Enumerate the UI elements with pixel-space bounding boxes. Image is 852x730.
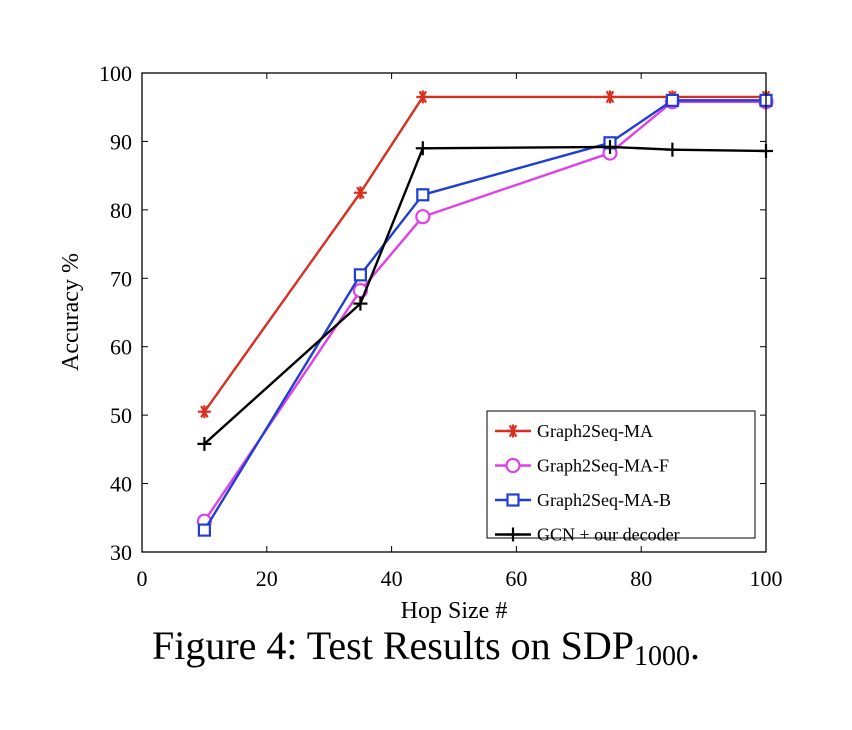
series-graph2seq-ma (197, 90, 773, 419)
data-point-square (416, 188, 430, 202)
legend: Graph2Seq-MA Graph2Seq-MA-F Graph2Seq-MA-B… (486, 410, 756, 545)
caption-text: Figure 4: Test Results on SDP (151, 623, 635, 668)
x-tick-label: 20 (256, 566, 278, 591)
legend-label: Graph2Seq-MA (537, 421, 653, 441)
series-line (203, 95, 766, 413)
data-point-circle (505, 457, 521, 474)
data-point-square (353, 268, 367, 282)
data-point-asterisk (506, 424, 520, 438)
legend-entry: Graph2Seq-MA-B (495, 490, 671, 510)
x-axis-label: Hop Size # (401, 598, 508, 624)
plot-frame (141, 72, 767, 553)
x-tick-label: 60 (505, 566, 527, 591)
caption-subscript: 1000 (634, 641, 691, 672)
series-line (203, 99, 766, 531)
data-point-square (197, 523, 211, 537)
y-tick-label: 100 (99, 61, 132, 86)
y-tick-label: 90 (110, 129, 132, 154)
data-point-plus (506, 527, 520, 542)
y-axis-label: Accuracy % (58, 253, 84, 371)
series-line (203, 145, 767, 445)
y-tick-label: 70 (110, 266, 132, 291)
data-point-square (506, 493, 520, 507)
data-point-plus (197, 436, 212, 451)
series-line (203, 100, 766, 522)
tick-labels: 0 20 40 60 80 100 30 40 50 60 70 80 90 100 (99, 61, 783, 591)
data-point-asterisk (353, 186, 367, 200)
data-point-asterisk (197, 405, 211, 419)
legend-box (486, 410, 756, 539)
data-point-plus (415, 141, 430, 156)
legend-label: Graph2Seq-MA-F (537, 456, 669, 476)
data-point-circle (415, 209, 431, 225)
data-point-asterisk (603, 90, 617, 104)
y-tick-label: 60 (110, 335, 132, 360)
data-point-plus (665, 142, 680, 157)
y-tick-label: 30 (110, 540, 132, 565)
legend-entry: Graph2Seq-MA-F (495, 456, 669, 476)
x-tick-label: 0 (137, 566, 148, 591)
legend-label: Graph2Seq-MA-B (537, 490, 671, 510)
y-tick-label: 80 (110, 198, 132, 223)
series-layer (196, 90, 774, 537)
y-tick-label: 50 (110, 403, 132, 428)
legend-entry: Graph2Seq-MA (495, 421, 653, 441)
figure-caption: Figure 4: Test Results on SDP1000. (0, 622, 852, 673)
data-point-square (665, 93, 680, 107)
data-point-asterisk (416, 90, 430, 104)
legend-label: GCN + our decoder (537, 525, 680, 545)
x-tick-label: 100 (750, 566, 783, 591)
x-tick-label: 80 (630, 566, 652, 591)
caption-suffix: . (690, 623, 701, 668)
x-tick-label: 40 (381, 566, 403, 591)
data-point-plus (353, 296, 368, 311)
y-tick-label: 40 (110, 472, 132, 497)
data-point-plus (603, 139, 617, 154)
series-gcn-our-decoder (197, 139, 773, 451)
legend-entry: GCN + our decoder (495, 525, 680, 545)
